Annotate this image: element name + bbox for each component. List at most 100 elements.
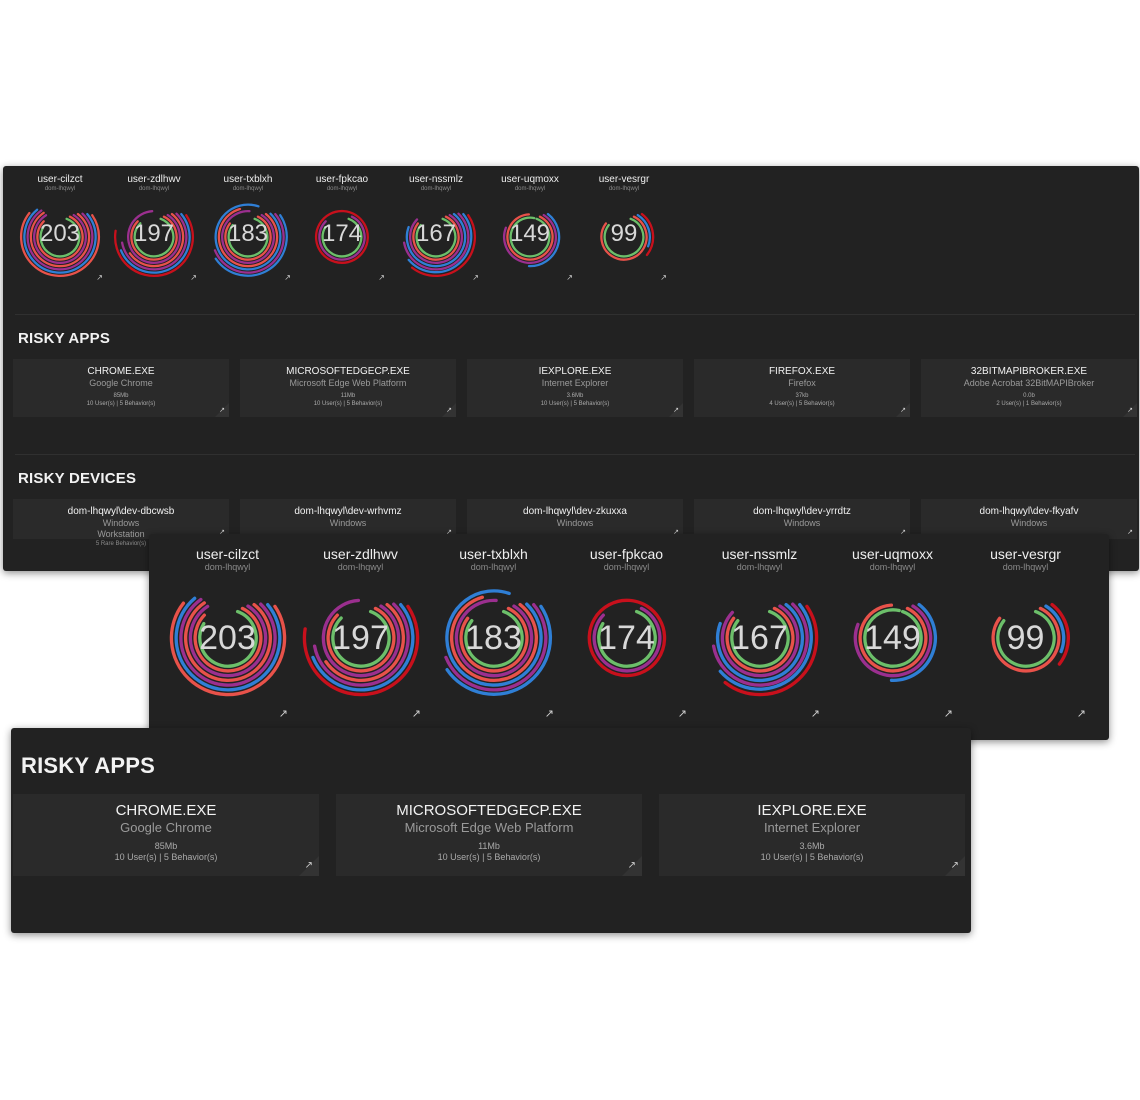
risk-ring-arc xyxy=(120,212,188,271)
external-link-icon[interactable]: ↗ xyxy=(950,860,959,871)
device-tile[interactable]: dom-lhqwyl\dev-fkyafv Windows ↗ xyxy=(921,499,1137,539)
user-card[interactable]: user-zdlhwv dom-lhqwyl 197 ↗ xyxy=(107,174,201,286)
tile-corner xyxy=(1123,403,1137,417)
risk-ring-arc xyxy=(711,602,809,687)
user-name: user-uqmoxx xyxy=(852,546,933,562)
external-link-icon[interactable]: ↗ xyxy=(1127,407,1133,414)
user-name: user-txblxh xyxy=(223,174,273,185)
user-card[interactable]: user-vesrgr dom-lhqwyl 99 ↗ xyxy=(577,174,671,286)
device-os: Windows xyxy=(102,518,140,528)
app-tile[interactable]: IEXPLORE.EXE Internet Explorer 3.6Mb 10 Use… xyxy=(659,794,965,876)
external-link-icon[interactable]: ↗ xyxy=(566,273,573,282)
device-tile[interactable]: dom-lhqwyl\dev-zkuxxa Windows ↗ xyxy=(467,499,683,539)
external-link-icon[interactable]: ↗ xyxy=(673,407,679,414)
risk-ring-arc xyxy=(725,606,795,673)
app-tile[interactable]: 32BITMAPIBROKER.EXE Adobe Acrobat 32BitMA… xyxy=(921,359,1137,417)
external-link-icon[interactable]: ↗ xyxy=(446,407,452,414)
risk-score-rings: 174 xyxy=(298,193,386,281)
app-tile[interactable]: IEXPLORE.EXE Internet Explorer 3.6Mb 10 Use… xyxy=(467,359,683,417)
external-link-icon[interactable]: ↗ xyxy=(673,529,679,536)
user-card[interactable]: user-cilzct dom-lhqwyl 203 ↗ xyxy=(161,546,294,726)
external-link-icon[interactable]: ↗ xyxy=(544,708,554,720)
external-link-icon[interactable]: ↗ xyxy=(284,273,291,282)
risk-score: 197 xyxy=(133,220,175,247)
external-link-icon[interactable]: ↗ xyxy=(411,708,421,720)
tile-corner xyxy=(442,403,456,417)
external-link-icon[interactable]: ↗ xyxy=(900,407,906,414)
user-card[interactable]: user-txblxh dom-lhqwyl 183 ↗ xyxy=(427,546,560,726)
device-stats: 5 Rare Behavior(s) xyxy=(95,541,147,547)
risk-score: 183 xyxy=(465,619,522,657)
user-name: user-zdlhwv xyxy=(127,174,181,185)
risky-apps-title: RISKY APPS xyxy=(18,330,111,347)
user-domain: dom-lhqwyl xyxy=(470,562,517,572)
user-card[interactable]: user-fpkcao dom-lhqwyl 174 ↗ xyxy=(295,174,389,286)
app-name: IEXPLORE.EXE xyxy=(757,802,867,819)
device-tile[interactable]: dom-lhqwyl\dev-wrhvmz Windows ↗ xyxy=(240,499,456,539)
user-card[interactable]: user-cilzct dom-lhqwyl 203 ↗ xyxy=(13,174,107,286)
app-tile[interactable]: CHROME.EXE Google Chrome 85Mb 10 User(s) | … xyxy=(13,794,319,876)
user-card[interactable]: user-nssmlz dom-lhqwyl 167 ↗ xyxy=(389,174,483,286)
risk-score: 174 xyxy=(598,619,655,657)
user-name: user-cilzct xyxy=(37,174,83,185)
risk-score-rings: 183 xyxy=(204,193,292,281)
external-link-icon[interactable]: ↗ xyxy=(900,529,906,536)
user-domain: dom-lhqwyl xyxy=(138,186,170,192)
external-link-icon[interactable]: ↗ xyxy=(190,273,197,282)
external-link-icon[interactable]: ↗ xyxy=(304,860,313,871)
rings-svg xyxy=(213,203,288,277)
external-link-icon[interactable]: ↗ xyxy=(1076,708,1086,720)
risk-ring-arc xyxy=(603,217,645,258)
risk-ring-arc xyxy=(409,213,463,265)
risk-ring-arc xyxy=(183,601,272,683)
app-tile[interactable]: MICROSOFTEDGECP.EXE Microsoft Edge Web Pl… xyxy=(240,359,456,417)
app-vendor: Internet Explorer xyxy=(763,820,861,835)
user-card[interactable]: user-fpkcao dom-lhqwyl 174 ↗ xyxy=(560,546,693,726)
risk-score-rings: 99 xyxy=(580,193,668,281)
risk-ring-arc xyxy=(415,217,457,258)
device-tile[interactable]: dom-lhqwyl\dev-dbcwsb Windows Workstation 5… xyxy=(13,499,229,547)
app-tile[interactable]: CHROME.EXE Google Chrome 85Mb 10 User(s) | … xyxy=(13,359,229,417)
app-tile[interactable]: MICROSOFTEDGECP.EXE Microsoft Edge Web Pl… xyxy=(336,794,642,876)
risk-ring-arc xyxy=(718,603,813,691)
user-card[interactable]: user-uqmoxx dom-lhqwyl 149 ↗ xyxy=(826,546,959,726)
risk-ring-arc xyxy=(463,609,524,668)
external-link-icon[interactable]: ↗ xyxy=(96,273,103,282)
risk-ring-arc xyxy=(23,208,97,274)
user-card[interactable]: user-uqmoxx dom-lhqwyl 149 ↗ xyxy=(483,174,577,286)
external-link-icon[interactable]: ↗ xyxy=(446,529,452,536)
user-card[interactable]: user-zdlhwv dom-lhqwyl 197 ↗ xyxy=(294,546,427,726)
risk-ring-arc xyxy=(459,606,529,673)
external-link-icon[interactable]: ↗ xyxy=(810,708,820,720)
user-card[interactable]: user-txblxh dom-lhqwyl 183 ↗ xyxy=(201,174,295,286)
external-link-icon[interactable]: ↗ xyxy=(219,529,225,536)
external-link-icon[interactable]: ↗ xyxy=(472,273,479,282)
risk-ring-arc xyxy=(127,210,181,265)
dashboard-panel-full: user-cilzct dom-lhqwyl 203 ↗ user-zdlhwv dom… xyxy=(3,166,1139,571)
external-link-icon[interactable]: ↗ xyxy=(1127,529,1133,536)
rings-svg xyxy=(19,208,100,278)
external-link-icon[interactable]: ↗ xyxy=(627,860,636,871)
external-link-icon[interactable]: ↗ xyxy=(378,273,385,282)
tile-corner xyxy=(299,856,319,876)
risk-ring-arc xyxy=(720,604,799,678)
app-stats: 10 User(s) | 5 Behavior(s) xyxy=(313,401,383,407)
external-link-icon[interactable]: ↗ xyxy=(943,708,953,720)
external-link-icon[interactable]: ↗ xyxy=(677,708,687,720)
risk-ring-arc xyxy=(113,214,194,278)
app-vendor: Google Chrome xyxy=(89,378,153,388)
risk-ring-arc xyxy=(214,203,282,271)
risk-score-rings: 174 xyxy=(563,574,691,702)
user-card[interactable]: user-nssmlz dom-lhqwyl 167 ↗ xyxy=(693,546,826,726)
app-vendor: Firefox xyxy=(788,378,816,388)
external-link-icon[interactable]: ↗ xyxy=(219,407,225,414)
user-card[interactable]: user-vesrgr dom-lhqwyl 99 ↗ xyxy=(959,546,1092,726)
external-link-icon[interactable]: ↗ xyxy=(660,273,667,282)
risk-ring-arc xyxy=(217,207,279,268)
user-name: user-uqmoxx xyxy=(501,174,559,185)
risk-ring-arc xyxy=(188,604,267,678)
device-tile[interactable]: dom-lhqwyl\dev-yrrdtz Windows ↗ xyxy=(694,499,910,539)
app-tile[interactable]: FIREFOX.EXE Firefox 37kb 4 User(s) | 5 Beha… xyxy=(694,359,910,417)
risky-users-zoom-panel: user-cilzct dom-lhqwyl 203 ↗ user-zdlhwv dom… xyxy=(149,534,1109,740)
external-link-icon[interactable]: ↗ xyxy=(278,708,288,720)
